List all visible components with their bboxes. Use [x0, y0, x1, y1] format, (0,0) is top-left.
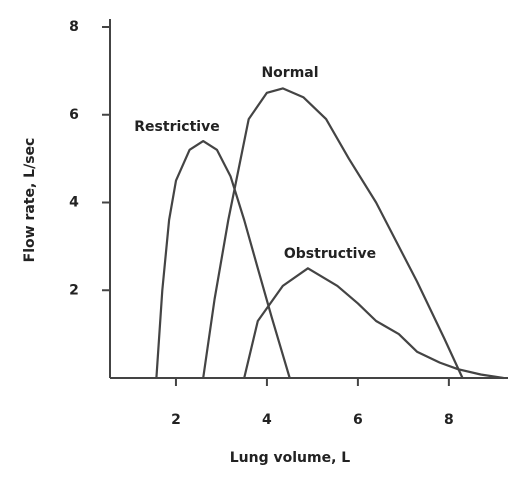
series-label: Restrictive [134, 119, 219, 135]
x-axis-label: Lung volume, L [230, 450, 351, 466]
series-label: Obstructive [284, 246, 376, 262]
series-line [155, 140, 291, 379]
series-label: Normal [261, 65, 318, 81]
series-line [202, 87, 464, 379]
y-tick-label: 2 [69, 282, 79, 298]
y-axis-label: Flow rate, L/sec [22, 138, 38, 263]
y-tick-label: 4 [69, 195, 79, 211]
x-tick-label: 8 [444, 412, 454, 428]
x-tick-label: 6 [353, 412, 363, 428]
y-tick-label: 8 [69, 19, 79, 35]
x-tick-label: 2 [171, 412, 181, 428]
y-tick-label: 6 [69, 107, 79, 123]
series-line [243, 267, 504, 380]
x-tick-label: 4 [262, 412, 272, 428]
